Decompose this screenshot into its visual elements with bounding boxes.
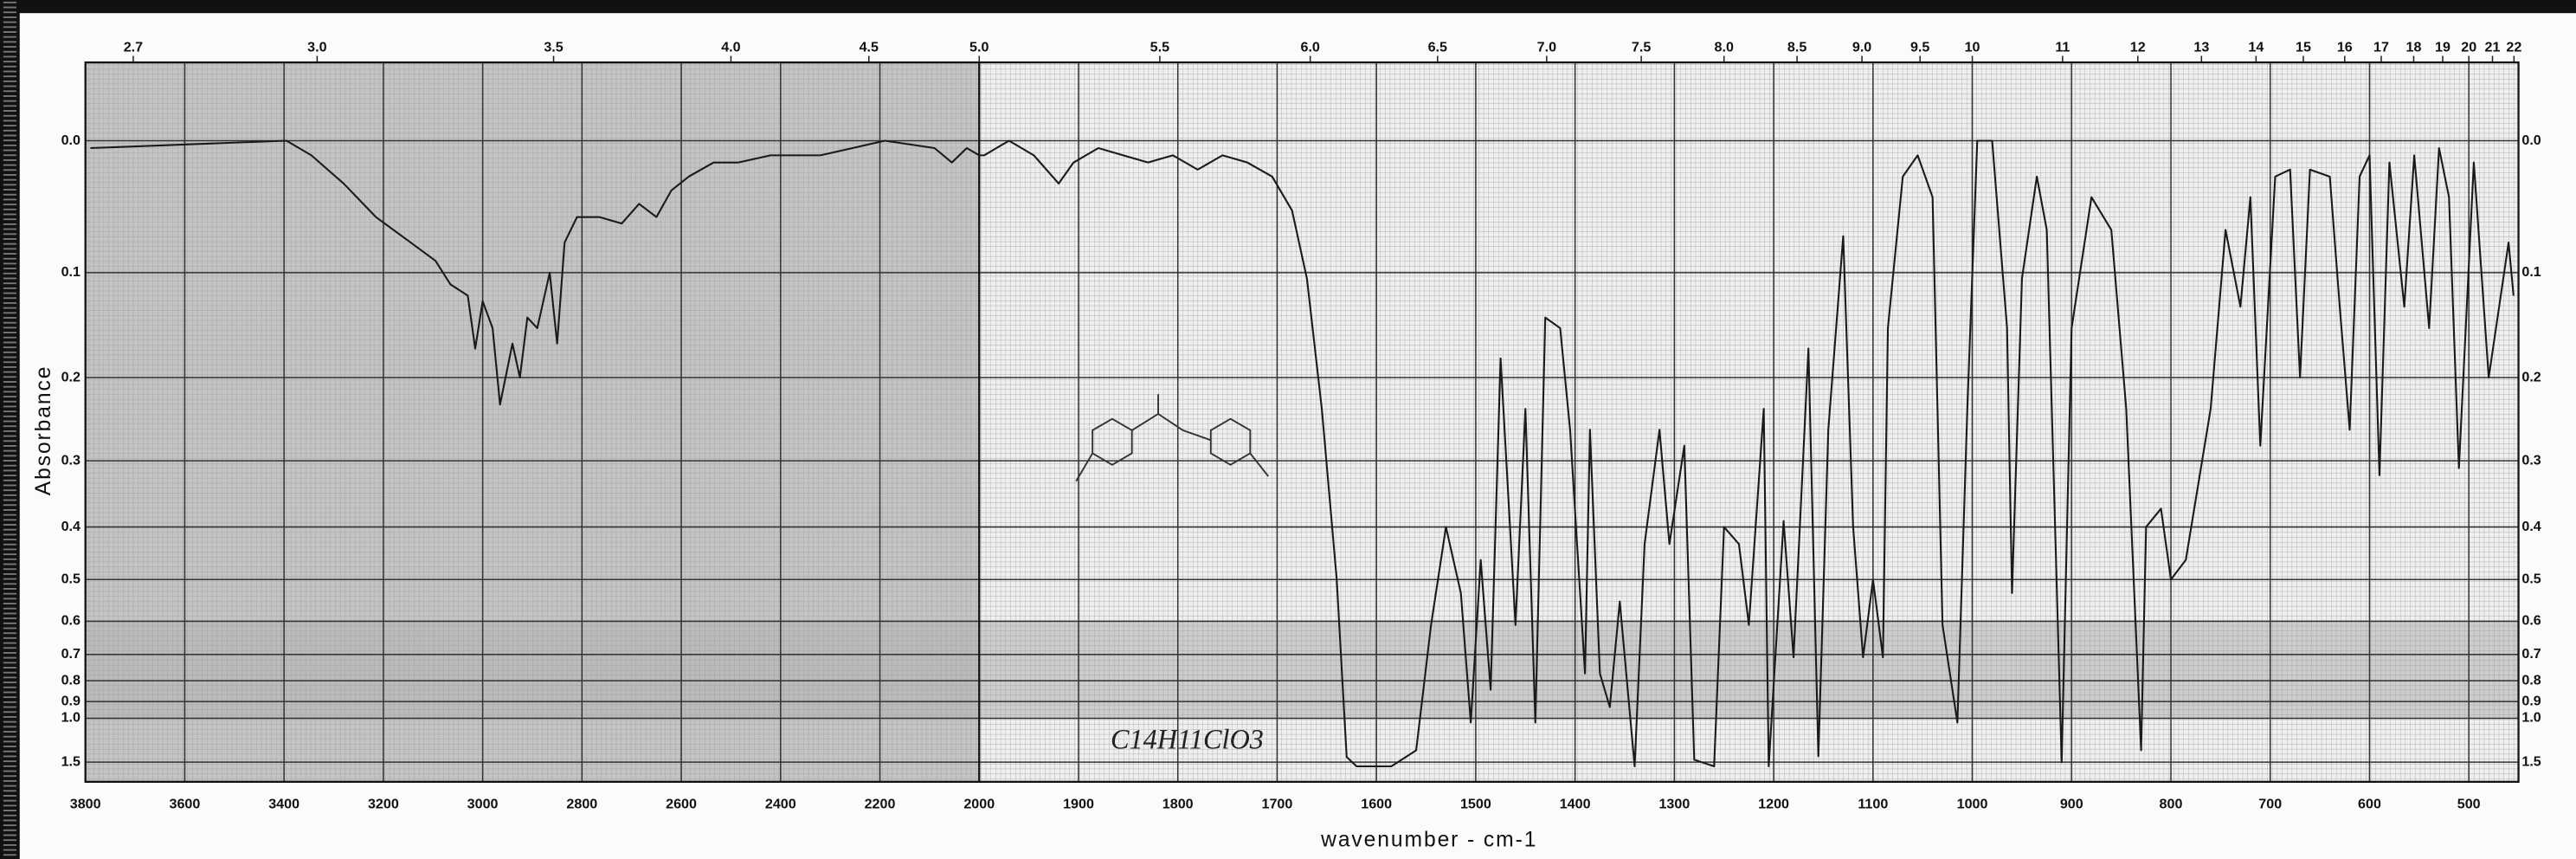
y-tick-label-right: 0.2 (2521, 369, 2541, 384)
y-tick-label: 0.3 (61, 452, 80, 468)
y-axis-title: Absorbance (32, 365, 55, 496)
x-tick-label: 3800 (70, 797, 101, 812)
x-top-tick-label: 8.0 (1715, 39, 1734, 55)
x-top-tick-label: 20 (2461, 39, 2476, 55)
x-top-tick-label: 7.0 (1537, 39, 1556, 55)
x-top-tick-label: 3.0 (307, 39, 326, 55)
x-top-tick-label: 9.5 (1910, 39, 1929, 55)
y-tick-label: 1.0 (61, 710, 80, 726)
y-tick-label-right: 0.0 (2521, 132, 2541, 148)
x-tick-label: 1100 (1858, 797, 1888, 812)
x-tick-label: 3200 (368, 797, 399, 812)
x-tick-label: 700 (2258, 797, 2282, 812)
y-tick-label: 0.1 (61, 264, 80, 280)
scan-edge-left (0, 0, 20, 859)
y-tick-label-right: 0.8 (2521, 672, 2541, 688)
y-tick-label: 0.9 (61, 694, 80, 709)
labels: Absorbance wavenumber - cm-1 C14H11ClO3 … (32, 39, 2541, 851)
x-tick-label: 1400 (1560, 797, 1591, 812)
x-tick-label: 1900 (1063, 797, 1094, 812)
formula-annotation: C14H11ClO3 (1111, 724, 1264, 755)
x-tick-label: 1300 (1658, 797, 1690, 812)
fine-grid (85, 62, 2519, 782)
x-top-tick-label: 14 (2248, 39, 2264, 55)
y-tick-label: 0.7 (61, 646, 80, 662)
x-top-tick-label: 9.0 (1852, 39, 1871, 55)
spectrum (90, 139, 2515, 768)
y-tick-label: 0.8 (61, 672, 80, 688)
x-tick-label: 2400 (765, 797, 796, 812)
x-top-tick-label: 4.0 (721, 39, 740, 55)
x-top-tick-label: 18 (2406, 39, 2422, 55)
y-tick-label-right: 0.3 (2521, 452, 2541, 468)
spectrum-line (90, 139, 2515, 768)
y-tick-label: 0.2 (61, 369, 80, 384)
x-tick-label: 2200 (865, 797, 896, 812)
x-top-tick-label: 19 (2435, 39, 2450, 55)
x-top-tick-label: 8.5 (1787, 39, 1806, 55)
x-tick-label: 1200 (1758, 797, 1789, 812)
x-tick-label: 500 (2457, 797, 2481, 812)
grid (84, 55, 2520, 783)
y-tick-label: 1.5 (61, 753, 80, 769)
y-tick-label: 0.6 (61, 613, 80, 629)
x-top-tick-label: 7.5 (1632, 39, 1651, 55)
x-top-tick-label: 6.5 (1428, 39, 1447, 55)
y-tick-label-right: 0.4 (2521, 519, 2541, 534)
y-tick-label-right: 0.9 (2521, 694, 2541, 709)
x-tick-label: 1700 (1262, 797, 1293, 812)
y-tick-label: 0.4 (61, 519, 80, 534)
x-top-tick-label: 2.7 (124, 39, 143, 55)
x-top-tick-label: 5.0 (969, 39, 989, 55)
x-top-tick-label: 21 (2485, 39, 2501, 55)
x-tick-label: 2600 (666, 797, 697, 812)
x-top-tick-label: 11 (2055, 39, 2070, 55)
x-tick-label: 2000 (963, 797, 995, 812)
x-tick-label: 3400 (268, 797, 299, 812)
y-tick-label-right: 1.0 (2521, 710, 2541, 726)
x-top-tick-label: 22 (2506, 39, 2521, 55)
y-tick-label-right: 0.5 (2521, 572, 2541, 587)
x-top-tick-label: 16 (2337, 39, 2353, 55)
y-tick-label: 0.0 (61, 132, 80, 148)
x-axis-title: wavenumber - cm-1 (1320, 829, 1537, 852)
y-tick-label-right: 0.6 (2521, 613, 2541, 629)
x-tick-label: 1800 (1162, 797, 1194, 812)
x-top-tick-label: 15 (2296, 39, 2311, 55)
x-tick-label: 1500 (1460, 797, 1491, 812)
x-tick-label: 900 (2060, 797, 2083, 812)
x-tick-label: 1000 (1957, 797, 1988, 812)
plot-frame (84, 61, 2520, 783)
x-top-tick-label: 17 (2373, 39, 2389, 55)
x-tick-label: 1600 (1361, 797, 1392, 812)
x-top-tick-label: 6.0 (1300, 39, 1319, 55)
x-tick-label: 800 (2160, 797, 2183, 812)
scan-edge-top (0, 0, 2576, 14)
x-top-tick-label: 4.5 (860, 39, 879, 55)
x-tick-label: 3600 (169, 797, 200, 812)
x-tick-label: 3000 (467, 797, 499, 812)
x-top-tick-label: 3.5 (544, 39, 563, 55)
x-tick-label: 600 (2358, 797, 2381, 812)
x-top-tick-label: 10 (1965, 39, 1980, 55)
plot-background (85, 62, 2519, 782)
x-tick-label: 2800 (566, 797, 597, 812)
y-tick-label: 0.5 (61, 572, 80, 587)
x-top-tick-label: 13 (2193, 39, 2209, 55)
x-top-tick-label: 12 (2130, 39, 2146, 55)
y-tick-label-right: 1.5 (2521, 753, 2541, 769)
y-tick-label-right: 0.1 (2521, 264, 2541, 280)
y-tick-label-right: 0.7 (2521, 646, 2541, 662)
x-top-tick-label: 5.5 (1150, 39, 1169, 55)
structure-sketch (1075, 394, 1269, 482)
